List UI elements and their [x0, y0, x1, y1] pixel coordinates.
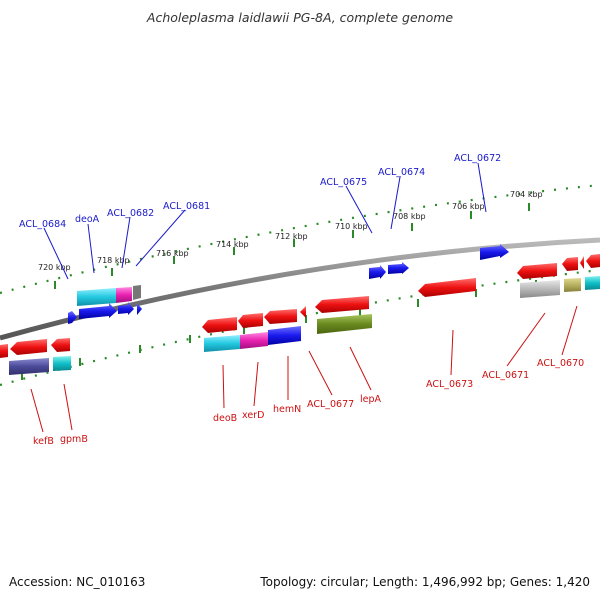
inner-major-ticks [21, 280, 537, 380]
reverse-gene-arrow [562, 257, 578, 271]
gene-label: ACL_0681 [163, 201, 210, 212]
reverse-genes [0, 254, 600, 358]
tick-label: 706 kbp [452, 202, 485, 211]
cog-block-blue [268, 326, 301, 345]
gene-label: deoB [213, 413, 237, 424]
forward-gene-arrow [137, 303, 142, 315]
tick-label: 704 kbp [510, 190, 543, 199]
gene-label: ACL_0675 [320, 177, 367, 188]
gene-label: ACL_0682 [107, 208, 154, 219]
cog-block-teal [585, 276, 600, 290]
tick-label: 710 kbp [335, 222, 368, 231]
forward-genes [68, 244, 509, 324]
gene-label: deoA [75, 214, 100, 225]
tick-label: 720 kbp [38, 263, 71, 272]
gene-label: ACL_0671 [482, 370, 529, 381]
tick-label: 718 kbp [97, 256, 130, 265]
reverse-gene-arrow [580, 256, 584, 269]
tick-label: 716 kbp [156, 249, 189, 258]
cog-block-magenta [240, 332, 268, 349]
reverse-gene-arrow [517, 263, 557, 279]
gene-label: ACL_0684 [19, 219, 66, 230]
outer-major-ticks [54, 203, 530, 289]
tick-label: 712 kbp [275, 232, 308, 241]
genome-backbone [0, 237, 600, 341]
bottom-leaders [30, 305, 578, 433]
forward-gene-arrow [388, 262, 409, 274]
cog-block-teal [53, 356, 71, 371]
gene-label: kefB [33, 436, 54, 447]
reverse-gene-arrow [264, 309, 297, 324]
reverse-gene-arrow [238, 313, 263, 328]
topology-text: Topology: circular; Length: 1,496,992 bp… [259, 575, 590, 589]
gene-label: lepA [360, 394, 382, 405]
cog-block-cyan [77, 288, 116, 306]
gene-label: xerD [242, 410, 264, 421]
cog-block-gray [133, 285, 141, 300]
gene-label: hemN [273, 404, 301, 415]
forward-gene-arrow [79, 303, 117, 319]
reverse-gene-arrow [418, 278, 476, 297]
gene-label: ACL_0677 [307, 399, 354, 410]
map-title: Acholeplasma laidlawii PG-8A, complete g… [146, 10, 454, 25]
gene-label: ACL_0674 [378, 167, 425, 178]
forward-gene-arrow [480, 244, 509, 260]
accession-text: Accession: NC_010163 [9, 575, 145, 589]
cog-block-khaki [564, 278, 581, 292]
reverse-gene-arrow [0, 344, 8, 358]
scale-labels: 720 kbp 718 kbp 716 kbp 714 kbp 712 kbp … [38, 190, 543, 272]
gene-label: ACL_0672 [454, 153, 501, 164]
forward-gene-arrow [118, 302, 134, 315]
tick-label: 708 kbp [393, 212, 426, 221]
forward-gene-arrow [68, 311, 77, 324]
top-leaders [43, 162, 487, 280]
reverse-gene-arrow [586, 254, 600, 268]
bottom-gene-labels: kefB gpmB deoB xerD hemN ACL_0677 lepA A… [33, 358, 584, 447]
cog-block-olive [317, 314, 372, 334]
gene-label: ACL_0673 [426, 379, 473, 390]
cog-band-lower [9, 276, 600, 375]
cog-block-magenta [116, 287, 132, 303]
tick-label: 714 kbp [216, 240, 249, 249]
top-gene-labels: ACL_0684 deoA ACL_0682 ACL_0681 ACL_0675… [19, 153, 501, 230]
gene-label: ACL_0670 [537, 358, 584, 369]
reverse-gene-arrow [10, 339, 47, 355]
reverse-gene-arrow [315, 296, 369, 313]
cog-block-navy [9, 358, 49, 375]
reverse-gene-arrow [202, 317, 237, 333]
forward-gene-arrow [369, 265, 386, 279]
reverse-gene-arrow [51, 338, 70, 352]
reverse-gene-arrow [300, 306, 306, 318]
cog-block-gray [520, 280, 560, 298]
cog-band-upper [77, 285, 141, 306]
gene-label: gpmB [60, 434, 88, 445]
cog-block-cyan [204, 335, 240, 352]
